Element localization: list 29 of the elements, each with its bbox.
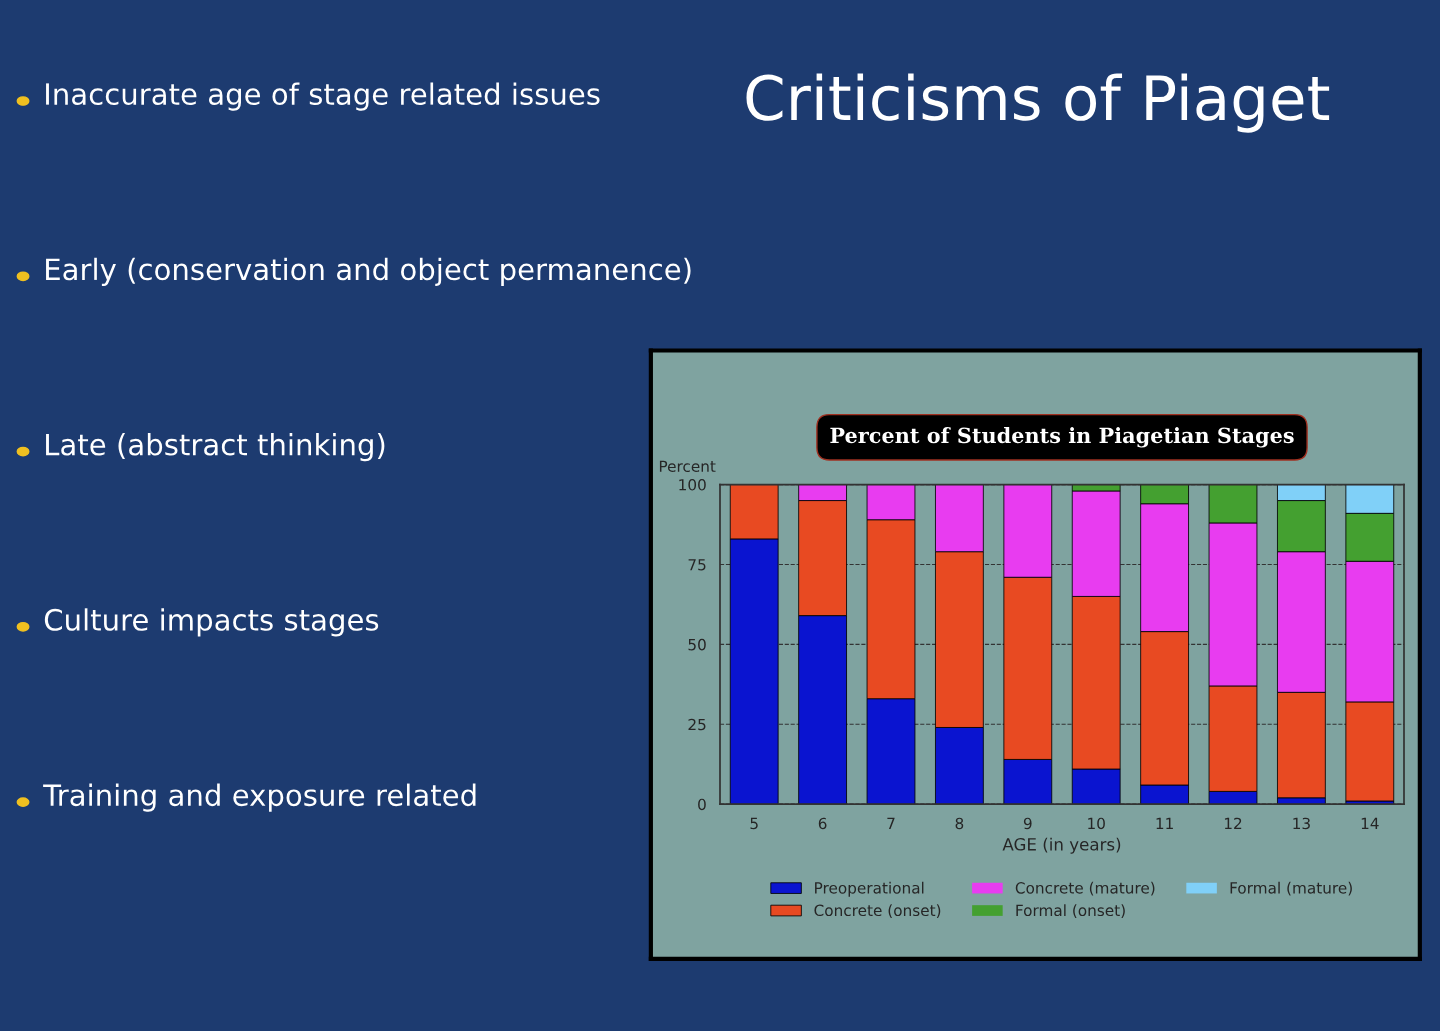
x-tick-label: 13 <box>1293 817 1310 830</box>
legend-label: Formal (onset) <box>1016 904 1125 918</box>
x-tick-label: 11 <box>1156 817 1173 829</box>
y-tick-label: 50 <box>688 638 706 651</box>
x-tick-label: 5 <box>750 817 758 830</box>
legend-label: Preoperational <box>815 881 924 897</box>
text: Criticisms of Piaget <box>746 73 1330 133</box>
x-tick-label: 12 <box>1224 817 1242 829</box>
y-tick-label: 25 <box>688 718 706 731</box>
y-axis-title: Percent <box>659 460 716 473</box>
x-tick-label: 9 <box>1023 817 1032 830</box>
text: Training and exposure related <box>43 783 476 812</box>
x-tick-label: 7 <box>887 817 895 829</box>
y-tick-label: 75 <box>688 559 706 571</box>
text: Culture impacts stages <box>44 608 379 637</box>
x-tick-label: 14 <box>1361 817 1379 829</box>
y-tick-label: 0 <box>698 798 706 811</box>
x-tick-label: 10 <box>1088 817 1105 830</box>
text: Late (abstract thinking) <box>46 433 385 462</box>
legend-label: Concrete (onset) <box>814 904 941 918</box>
x-axis-title: AGE (in years) <box>1002 837 1121 854</box>
legend-label: Formal (mature) <box>1230 881 1352 896</box>
x-tick-label: 6 <box>818 817 827 830</box>
text: Early (conservation and object permanence) <box>46 257 691 286</box>
text: Inaccurate age of stage related issues <box>46 82 600 111</box>
y-tick-label: 100 <box>679 479 706 491</box>
x-tick-label: 8 <box>955 817 964 830</box>
chart-title: Percent of Students in Piagetian Stages <box>830 427 1294 448</box>
legend-label: Concrete (mature) <box>1015 881 1155 896</box>
